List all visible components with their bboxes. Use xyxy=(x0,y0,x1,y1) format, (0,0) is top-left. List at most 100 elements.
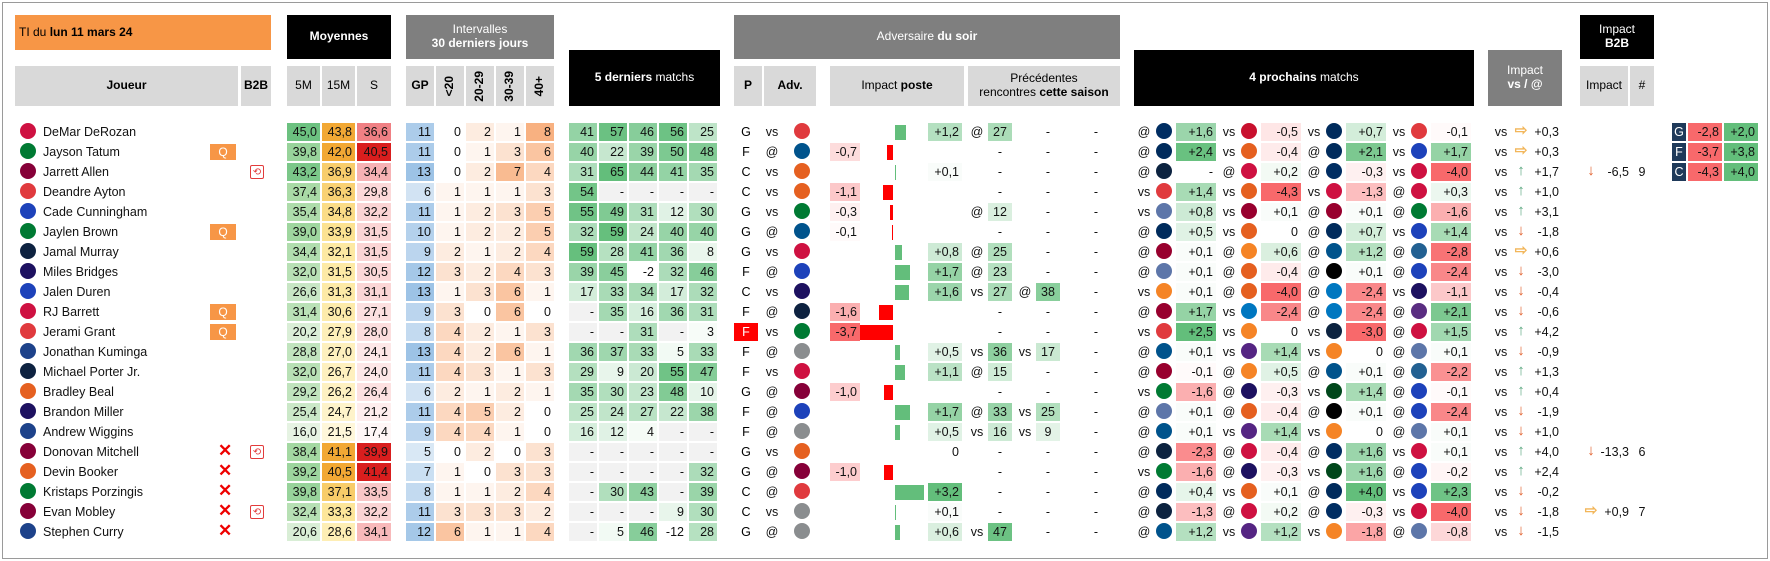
prec-score: 25 xyxy=(1036,403,1060,421)
team-logo-icon xyxy=(20,483,36,499)
next-opponent-logo-icon xyxy=(1156,503,1172,519)
prec-score: - xyxy=(1093,325,1099,339)
impact-poste-bar xyxy=(884,385,893,400)
player-name[interactable]: Andrew Wiggins xyxy=(43,425,134,439)
next-opponent-logo-icon xyxy=(1156,163,1172,179)
last5-cell: - xyxy=(569,303,597,321)
impact-vs-line1: Impact xyxy=(1506,63,1543,78)
prec-loc xyxy=(1064,143,1082,161)
player-name[interactable]: Donovan Mitchell xyxy=(43,445,139,459)
player-name[interactable]: Jamal Murray xyxy=(43,245,119,259)
next-opponent-logo-icon xyxy=(1411,223,1427,239)
position-cell: G xyxy=(741,385,751,399)
interval-r4: 1 xyxy=(526,283,554,301)
position-cell: C xyxy=(741,165,751,179)
last5-cell: 59 xyxy=(569,243,597,261)
player-name[interactable]: Michael Porter Jr. xyxy=(43,365,141,379)
next-opponent-logo-icon xyxy=(1156,523,1172,539)
next-impact: -3,0 xyxy=(1346,323,1386,341)
player-name[interactable]: Jonathan Kuminga xyxy=(43,345,148,359)
avg-s: 30,5 xyxy=(357,263,391,281)
player-name[interactable]: Deandre Ayton xyxy=(43,185,126,199)
next-impact: - xyxy=(1208,165,1213,179)
last5-cell: 24 xyxy=(599,403,627,421)
prec-loc xyxy=(968,223,986,241)
team-logo-icon xyxy=(20,163,36,179)
table-row: Jayson Tatum Q 39,8 42,0 40,5 11 0 1 3 6 40 22 39 50 4… xyxy=(0,142,1770,162)
ivs-loc: vs xyxy=(1494,405,1508,419)
player-name[interactable]: Jayson Tatum xyxy=(43,145,120,159)
position-cell: G xyxy=(741,125,751,139)
next-opponent-logo-icon xyxy=(1156,423,1172,439)
player-name[interactable]: Bradley Beal xyxy=(43,385,114,399)
ivs-loc: vs xyxy=(1494,525,1508,539)
next-opponent-logo-icon xyxy=(1241,423,1257,439)
next-impact: 0 xyxy=(1376,425,1383,439)
last5-cell: 65 xyxy=(599,163,627,181)
gp-cell: 11 xyxy=(406,363,434,381)
last5-cell: - xyxy=(659,423,687,441)
ivs-loc: vs xyxy=(1494,145,1508,159)
player-name[interactable]: DeMar DeRozan xyxy=(43,125,137,139)
avg-m5: 34,4 xyxy=(287,243,320,261)
gp-cell: 12 xyxy=(406,523,434,541)
avg-m5: 31,4 xyxy=(287,303,320,321)
avg-m15: 43,8 xyxy=(322,123,355,141)
player-name[interactable]: Jaylen Brown xyxy=(43,225,119,239)
position-cell: F xyxy=(742,265,750,279)
x-mark-icon: ✕ xyxy=(218,461,233,480)
ivs-value: +1,0 xyxy=(1534,185,1559,199)
player-name[interactable]: Brandon Miller xyxy=(43,405,124,419)
next-impact: +0,1 xyxy=(1176,423,1216,441)
player-name[interactable]: Jerami Grant xyxy=(43,325,116,339)
next-impact: -4,3 xyxy=(1261,183,1301,201)
impact-poste-bar xyxy=(895,365,905,380)
next-impact: +0,8 xyxy=(1176,203,1216,221)
avg-s: 40,5 xyxy=(357,143,391,161)
next-opponent-logo-icon xyxy=(1156,483,1172,499)
player-name[interactable]: Kristaps Porzingis xyxy=(43,485,144,499)
prochains-header: 4 prochains matchs xyxy=(1134,50,1474,106)
next-loc: @ xyxy=(1307,405,1321,419)
player-name[interactable]: Evan Mobley xyxy=(43,505,116,519)
player-name[interactable]: Miles Bridges xyxy=(43,265,119,279)
m15-header: 15M xyxy=(322,66,355,106)
player-name[interactable]: Devin Booker xyxy=(43,465,119,479)
date-prefix: TI du xyxy=(19,24,47,39)
interval-r2: 1 xyxy=(466,143,494,161)
next-loc: @ xyxy=(1307,225,1321,239)
prec-score: - xyxy=(1093,485,1099,499)
next-opponent-logo-icon xyxy=(1326,403,1342,419)
prec-loc xyxy=(968,323,986,341)
next-opponent-logo-icon xyxy=(1241,503,1257,519)
prec-loc: vs xyxy=(970,285,984,299)
prec-loc xyxy=(1016,183,1034,201)
opponent-logo-icon xyxy=(794,243,810,259)
prec-loc xyxy=(1064,403,1082,421)
position-cell: F xyxy=(742,405,750,419)
prec-score: - xyxy=(1045,445,1051,459)
impact-poste-value: -0,7 xyxy=(830,143,860,161)
interval-r3: 1 xyxy=(496,183,524,201)
prec-loc xyxy=(1064,463,1082,481)
next-opponent-logo-icon xyxy=(1156,123,1172,139)
player-name[interactable]: Jalen Duren xyxy=(43,285,111,299)
next-loc: @ xyxy=(1392,465,1406,479)
next-loc: @ xyxy=(1392,365,1406,379)
next-loc: @ xyxy=(1392,265,1406,279)
next-impact: +1,6 xyxy=(1346,443,1386,461)
next-opponent-logo-icon xyxy=(1156,143,1172,159)
player-name[interactable]: Stephen Curry xyxy=(43,525,124,539)
player-name[interactable]: RJ Barrett xyxy=(43,305,100,319)
next-impact: +1,7 xyxy=(1431,143,1471,161)
ivs-loc: vs xyxy=(1494,225,1508,239)
next-loc: vs xyxy=(1307,325,1321,339)
last5-cell: 17 xyxy=(659,283,687,301)
last5-cell: 34 xyxy=(629,283,657,301)
last5-cell: 8 xyxy=(689,243,717,261)
player-name[interactable]: Cade Cunningham xyxy=(43,205,148,219)
next-loc: @ xyxy=(1222,265,1236,279)
team-logo-icon xyxy=(20,383,36,399)
avg-m15: 27,9 xyxy=(322,323,355,341)
player-name[interactable]: Jarrett Allen xyxy=(43,165,110,179)
